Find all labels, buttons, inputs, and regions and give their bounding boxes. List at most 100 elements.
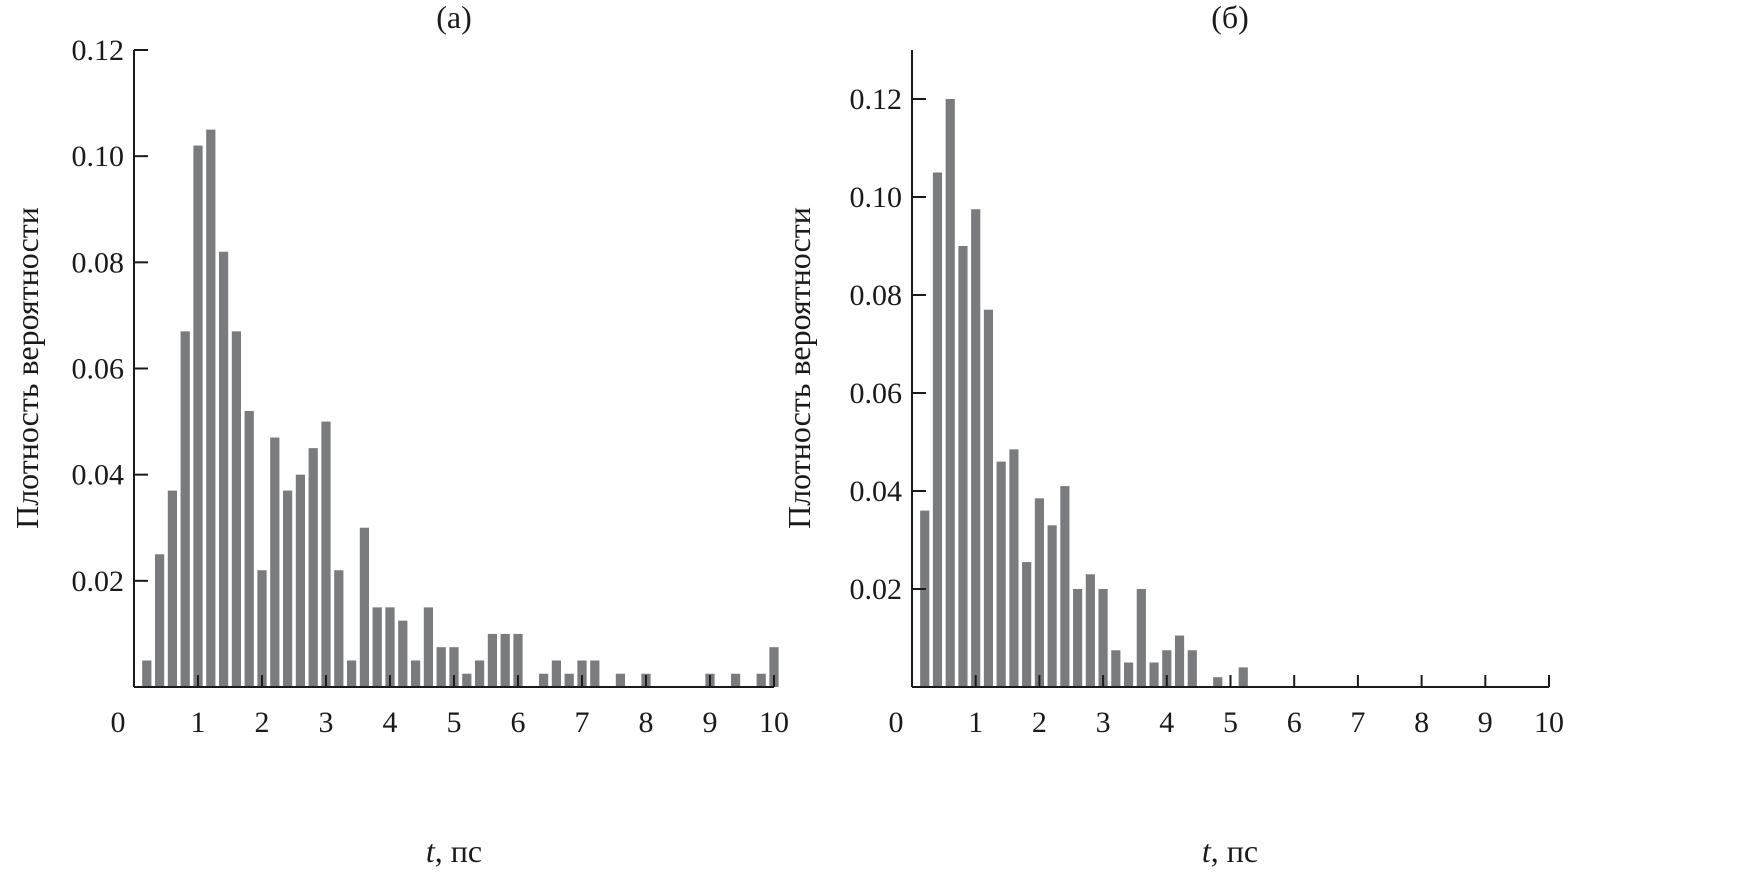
histogram-bar bbox=[372, 607, 382, 687]
x-tick-label: 9 bbox=[1478, 706, 1493, 739]
histogram-bar bbox=[398, 620, 408, 687]
histogram-bar bbox=[1136, 589, 1146, 687]
histogram-bar bbox=[756, 673, 766, 687]
histogram-bar bbox=[154, 554, 165, 687]
histogram-bar bbox=[1022, 562, 1032, 687]
x-tick-label: 4 bbox=[383, 706, 398, 739]
x-tick-label: 10 bbox=[759, 706, 789, 739]
histogram-bar bbox=[423, 607, 434, 687]
y-axis-label: Плотность вероятности bbox=[9, 207, 45, 529]
x-axis-label-var: t bbox=[426, 833, 436, 869]
x-tick-label: 7 bbox=[575, 706, 590, 739]
histogram-bar bbox=[1187, 650, 1197, 687]
x-tick-label: 5 bbox=[1223, 706, 1238, 739]
histogram-bar bbox=[1009, 449, 1019, 687]
x-tick-label: 3 bbox=[319, 706, 334, 739]
x-tick-label: 1 bbox=[968, 706, 983, 739]
histogram-bar bbox=[295, 474, 306, 687]
histogram-bar bbox=[1111, 650, 1121, 687]
histogram-bar bbox=[945, 99, 955, 687]
histogram-bar bbox=[577, 660, 587, 687]
x-tick-label: 6 bbox=[511, 706, 526, 739]
histogram-bar bbox=[462, 673, 472, 687]
histogram-bar bbox=[1085, 574, 1095, 687]
x-axis-label-unit: , пс bbox=[1211, 833, 1258, 869]
chart-panel-a: (а) Плотность вероятности t, пс 0.02 0.04… bbox=[9, 0, 789, 869]
histogram-bar bbox=[538, 673, 549, 687]
x-axis-label: t, пс bbox=[1202, 833, 1258, 869]
histogram-bar bbox=[346, 660, 357, 687]
x-tick-label: 2 bbox=[255, 706, 270, 739]
x-tick-label: 10 bbox=[1534, 706, 1564, 739]
histogram-bar bbox=[193, 145, 203, 688]
histogram-bar bbox=[206, 129, 216, 687]
histogram-bar bbox=[1047, 525, 1057, 687]
histogram-bar bbox=[920, 510, 930, 687]
x-axis-label: t, пс bbox=[426, 833, 482, 869]
chart-panel-b: (б) Плотность вероятности t, пс 0.02 0.04… bbox=[781, 0, 1564, 869]
histogram-bar bbox=[769, 647, 779, 687]
y-tick-label: 0.02 bbox=[850, 573, 903, 606]
histogram-bar bbox=[1149, 662, 1159, 687]
histogram-bar bbox=[474, 660, 485, 687]
histogram-bar bbox=[436, 647, 446, 687]
x-tick-label: 9 bbox=[703, 706, 718, 739]
y-tick-label: 0.08 bbox=[850, 279, 903, 312]
histogram-bar bbox=[730, 673, 741, 687]
x-tick-label: 7 bbox=[1350, 706, 1365, 739]
histogram-bar bbox=[564, 673, 574, 687]
histogram-bar bbox=[487, 633, 498, 687]
histogram-bar bbox=[321, 421, 331, 687]
histogram-bar bbox=[449, 647, 459, 687]
histogram-bar bbox=[1123, 662, 1134, 687]
histogram-bar bbox=[615, 673, 626, 687]
histogram-bar bbox=[1162, 650, 1172, 687]
x-tick-label: 0 bbox=[111, 706, 126, 739]
y-tick-label: 0.06 bbox=[850, 377, 903, 410]
histogram-bar bbox=[410, 660, 421, 687]
histogram-bar bbox=[231, 331, 242, 687]
histogram-bar bbox=[1213, 677, 1223, 687]
histogram-bar bbox=[334, 570, 344, 687]
x-tick-label: 3 bbox=[1096, 706, 1111, 739]
x-tick-label: 6 bbox=[1287, 706, 1302, 739]
x-tick-label: 8 bbox=[639, 706, 654, 739]
histogram-bar bbox=[971, 209, 981, 687]
histogram-bar bbox=[513, 633, 523, 687]
histogram-bar bbox=[1073, 589, 1083, 687]
x-tick-label: 0 bbox=[889, 706, 904, 739]
y-tick-label: 0.02 bbox=[72, 565, 125, 598]
x-tick-label: 2 bbox=[1032, 706, 1047, 739]
x-tick-label: 5 bbox=[447, 706, 462, 739]
histogram-bar bbox=[983, 309, 994, 687]
histogram-bar bbox=[359, 527, 370, 687]
histogram-bar bbox=[308, 448, 318, 687]
y-tick-label: 0.10 bbox=[72, 140, 125, 173]
histogram-bar bbox=[932, 172, 943, 687]
y-tick-label: 0.12 bbox=[72, 34, 125, 67]
histogram-bar bbox=[218, 251, 229, 687]
y-tick-label: 0.10 bbox=[850, 181, 903, 214]
histogram-bar bbox=[1060, 486, 1070, 687]
histogram-bar bbox=[385, 607, 395, 687]
x-tick-label: 8 bbox=[1414, 706, 1429, 739]
histogram-bar bbox=[1098, 589, 1108, 687]
y-tick-label: 0.08 bbox=[72, 246, 125, 279]
chart-title: (а) bbox=[436, 0, 472, 35]
histogram-bar bbox=[257, 570, 267, 687]
y-axis-label: Плотность вероятности bbox=[781, 207, 817, 529]
histogram-bar bbox=[500, 633, 510, 687]
y-tick-label: 0.04 bbox=[72, 459, 125, 492]
histogram-bar bbox=[167, 490, 178, 687]
x-tick-label: 4 bbox=[1159, 706, 1174, 739]
histogram-bar bbox=[996, 461, 1006, 687]
histogram-bar bbox=[1174, 635, 1185, 687]
histogram-bar bbox=[180, 331, 190, 687]
histogram-bar bbox=[244, 410, 254, 687]
chart-title: (б) bbox=[1211, 0, 1249, 35]
y-tick-label: 0.06 bbox=[72, 353, 125, 386]
histogram-bar bbox=[1034, 498, 1044, 687]
histogram-bar bbox=[282, 490, 293, 687]
histogram-bar bbox=[590, 660, 600, 687]
